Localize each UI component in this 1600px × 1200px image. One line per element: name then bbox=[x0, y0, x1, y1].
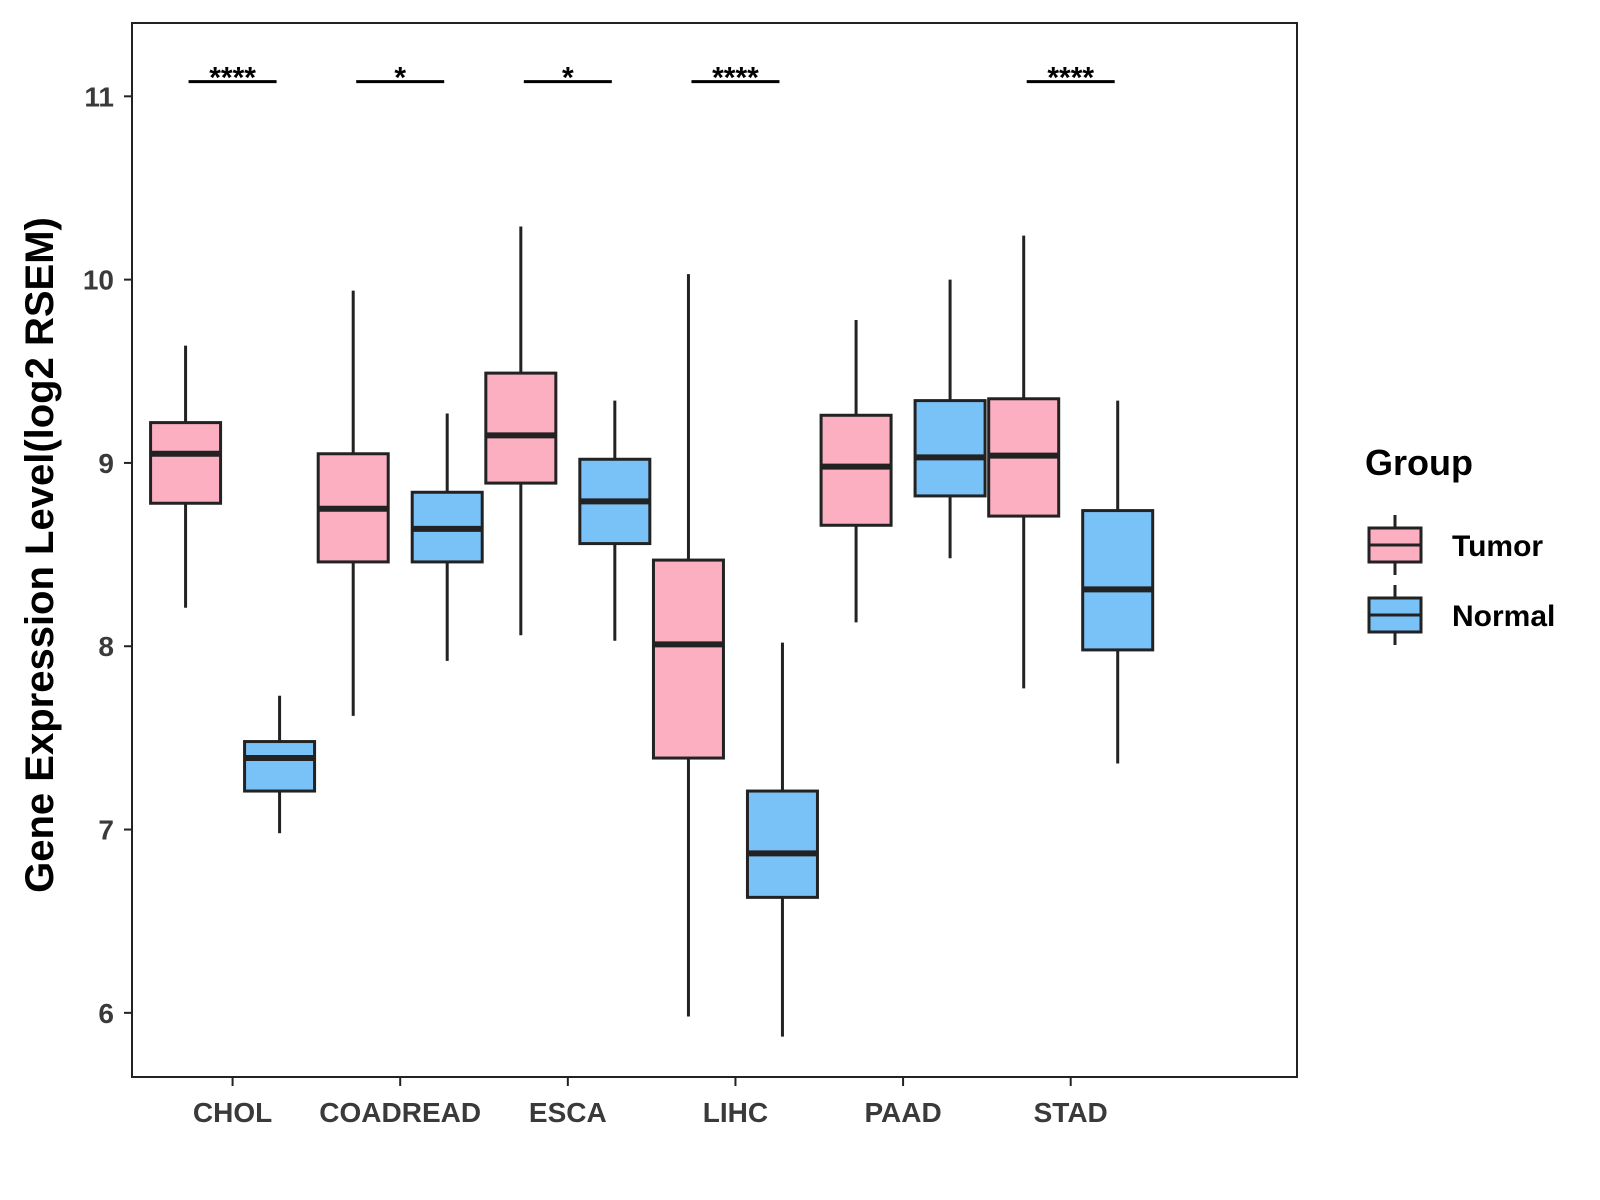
significance-label: **** bbox=[712, 62, 759, 95]
significance-label: * bbox=[562, 62, 574, 95]
x-tick-label: COADREAD bbox=[319, 1097, 481, 1128]
x-tick-label: ESCA bbox=[529, 1097, 607, 1128]
y-tick-label: 11 bbox=[84, 81, 114, 112]
box-body bbox=[819, 413, 893, 527]
box-tumor-lihc bbox=[651, 274, 725, 1017]
box-normal-coadread bbox=[410, 413, 484, 661]
significance-label: * bbox=[394, 62, 406, 95]
box-body bbox=[745, 789, 819, 899]
y-tick-label: 9 bbox=[98, 448, 114, 479]
x-tick-label: LIHC bbox=[703, 1097, 768, 1128]
significance-label: **** bbox=[209, 62, 256, 95]
box-tumor-paad bbox=[819, 319, 893, 623]
y-tick-label: 7 bbox=[98, 815, 114, 846]
box-body bbox=[149, 421, 223, 505]
x-tick-label: PAAD bbox=[864, 1097, 941, 1128]
box-normal-chol bbox=[243, 695, 317, 834]
box-tumor-coadread bbox=[316, 290, 390, 716]
box-body bbox=[243, 740, 317, 793]
y-tick-label: 10 bbox=[83, 265, 114, 296]
x-tick-label: CHOL bbox=[193, 1097, 272, 1128]
box-tumor-esca bbox=[484, 226, 558, 636]
box-normal-stad bbox=[1081, 400, 1155, 764]
box-normal-lihc bbox=[745, 642, 819, 1037]
box-body bbox=[913, 399, 987, 498]
box-body bbox=[651, 558, 725, 760]
legend-item-tumor: Tumor bbox=[1367, 515, 1543, 575]
box-body bbox=[484, 371, 558, 485]
plot-area bbox=[149, 226, 1155, 1037]
legend-label: Tumor bbox=[1452, 530, 1543, 563]
panel-border bbox=[131, 22, 1298, 1078]
legend-title: Group bbox=[1365, 442, 1473, 483]
box-body bbox=[1081, 509, 1155, 652]
significance-annotations: **** * * **** **** bbox=[188, 62, 1115, 95]
y-tick-label: 6 bbox=[98, 998, 114, 1029]
axes: 6 7 8 9 10 11 CHOL COADREAD ESCA LIHC PAAD STAD bbox=[83, 22, 1298, 1128]
y-tick-label: 8 bbox=[98, 631, 114, 662]
significance-label: **** bbox=[1047, 62, 1094, 95]
legend-label: Normal bbox=[1452, 600, 1555, 633]
y-axis-title: Gene Expression Level(log2 RSEM) bbox=[18, 217, 62, 893]
box-normal-paad bbox=[913, 279, 987, 559]
box-tumor-chol bbox=[149, 345, 223, 608]
legend-item-normal: Normal bbox=[1367, 585, 1555, 645]
x-tick-label: STAD bbox=[1034, 1097, 1108, 1128]
legend: Group Tumor Normal bbox=[1365, 442, 1555, 645]
box-normal-esca bbox=[578, 400, 652, 641]
box-tumor-stad bbox=[987, 235, 1061, 689]
